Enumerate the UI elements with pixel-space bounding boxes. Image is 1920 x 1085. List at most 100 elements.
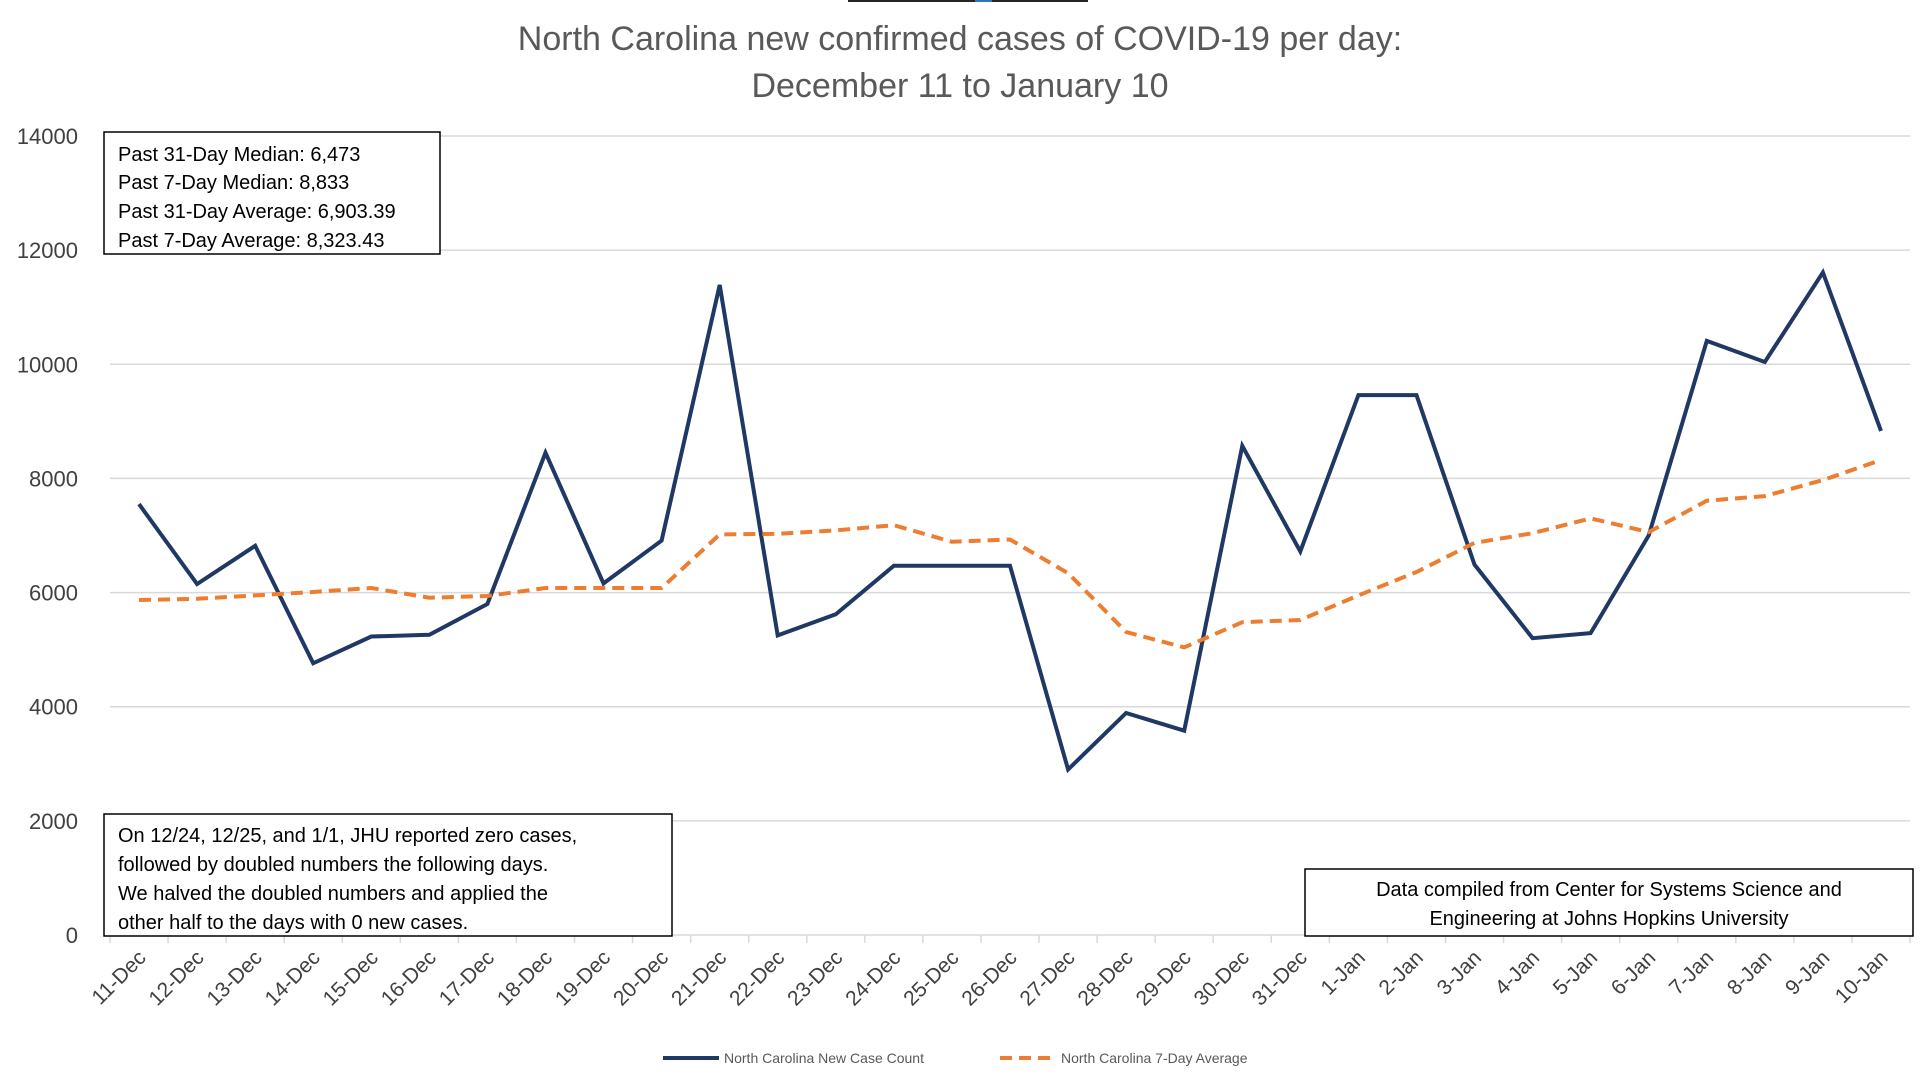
series-1-point — [1589, 516, 1593, 520]
series-0-point — [1298, 549, 1302, 553]
series-line-0 — [137, 267, 1883, 774]
series-layer — [137, 267, 1883, 774]
x-tick-label: 19-Dec — [551, 946, 615, 1010]
series-1-point — [1066, 571, 1070, 575]
series-0-point — [427, 633, 431, 637]
x-tick-label: 13-Dec — [203, 946, 267, 1010]
series-0-point — [1356, 393, 1360, 397]
series-1-point — [1182, 645, 1186, 649]
y-tick-label: 6000 — [29, 581, 78, 606]
series-1-point — [1240, 620, 1244, 624]
series-1-point — [1705, 499, 1709, 503]
y-tick-label: 10000 — [17, 352, 78, 377]
chart-title-line-1: North Carolina new confirmed cases of CO… — [518, 20, 1402, 58]
series-1-point — [1531, 531, 1535, 535]
series-1-point — [602, 586, 606, 590]
x-tick-label: 29-Dec — [1132, 946, 1196, 1010]
y-tick-label: 0 — [66, 923, 78, 948]
series-0-point — [195, 582, 199, 586]
x-tick-label: 12-Dec — [144, 946, 208, 1010]
series-0-point — [660, 539, 664, 543]
series-1-point — [776, 532, 780, 536]
series-0-point — [1531, 636, 1535, 640]
x-tick-label: 3-Jan — [1433, 946, 1486, 999]
series-1-point — [369, 586, 373, 590]
x-tick-label: 18-Dec — [493, 946, 557, 1010]
series-0-point — [369, 635, 373, 639]
series-0-point — [311, 661, 315, 665]
y-tick-label: 4000 — [29, 695, 78, 720]
note-line-2: followed by doubled numbers the followin… — [118, 854, 548, 876]
x-tick-label: 5-Jan — [1549, 946, 1602, 999]
series-1-point — [1473, 541, 1477, 545]
stats-box: Past 31-Day Median: 6,473 Past 7-Day Med… — [103, 131, 441, 255]
y-axis: 0 2000 4000 6000 8000 10000 12000 14000 — [17, 124, 78, 948]
x-tick-label: 1-Jan — [1317, 946, 1370, 999]
series-1-point — [1414, 570, 1418, 574]
series-1-point — [950, 540, 954, 544]
x-tick-label: 21-Dec — [667, 946, 731, 1010]
legend: North Carolina New Case Count North Carol… — [663, 1050, 1248, 1066]
series-0-point — [1879, 429, 1883, 433]
stats-line-4: Past 7-Day Average: 8,323.43 — [118, 230, 384, 252]
series-0-point — [1240, 444, 1244, 448]
series-0-point — [485, 602, 489, 606]
x-tick-label: 30-Dec — [1190, 946, 1254, 1010]
series-1-point — [1763, 494, 1767, 498]
series-1-point — [834, 528, 838, 532]
series-0-point — [892, 564, 896, 568]
stats-line-3: Past 31-Day Average: 6,903.39 — [118, 201, 396, 223]
x-tick-label: 14-Dec — [261, 946, 325, 1010]
series-0-point — [950, 564, 954, 568]
x-tick-label: 27-Dec — [1015, 946, 1079, 1010]
stats-line-2: Past 7-Day Median: 8,833 — [118, 172, 349, 194]
series-1-point — [1124, 630, 1128, 634]
series-0-point — [253, 544, 257, 548]
note-box: On 12/24, 12/25, and 1/1, JHU reported z… — [103, 813, 673, 937]
series-0-point — [718, 283, 722, 287]
source-box: Data compiled from Center for Systems Sc… — [1304, 868, 1914, 937]
series-0-point — [602, 581, 606, 585]
series-0-point — [1473, 563, 1477, 567]
series-1-point — [1356, 593, 1360, 597]
series-0-point — [1066, 767, 1070, 771]
legend-label-0: North Carolina New Case Count — [724, 1050, 924, 1066]
legend-label-1: North Carolina 7-Day Average — [1061, 1050, 1248, 1066]
x-tick-label: 7-Jan — [1665, 946, 1718, 999]
x-tick-label: 26-Dec — [957, 946, 1021, 1010]
note-line-1: On 12/24, 12/25, and 1/1, JHU reported z… — [118, 825, 577, 847]
x-tick-label: 4-Jan — [1491, 946, 1544, 999]
series-0-point — [1124, 711, 1128, 715]
x-tick-label: 25-Dec — [899, 946, 963, 1010]
series-0-point — [543, 451, 547, 455]
x-tick-label: 6-Jan — [1607, 946, 1660, 999]
series-0-point — [1008, 564, 1012, 568]
series-0-point — [1705, 339, 1709, 343]
series-1-point — [1879, 458, 1883, 462]
x-tick-label: 16-Dec — [377, 946, 441, 1010]
x-tick-label: 2-Jan — [1375, 946, 1428, 999]
series-0-point — [776, 633, 780, 637]
series-1-point — [1647, 530, 1651, 534]
series-1-point — [892, 523, 896, 527]
series-1-point — [1298, 618, 1302, 622]
x-tick-label: 31-Dec — [1248, 946, 1312, 1010]
series-1-point — [311, 590, 315, 594]
series-line-1 — [138, 458, 1882, 650]
x-tick-label: 11-Dec — [88, 946, 151, 1009]
source-line-2: Engineering at Johns Hopkins University — [1429, 908, 1788, 930]
x-tick-label: 20-Dec — [609, 946, 673, 1010]
series-1-point — [137, 598, 141, 602]
source-line-1: Data compiled from Center for Systems Sc… — [1376, 879, 1842, 901]
x-tick-label: 10-Jan — [1831, 946, 1893, 1008]
series-1-point — [1821, 478, 1825, 482]
note-line-3: We halved the doubled numbers and applie… — [118, 883, 548, 905]
series-0-point — [137, 502, 141, 506]
chart-title-line-2: December 11 to January 10 — [751, 67, 1168, 105]
series-1-point — [543, 586, 547, 590]
series-1-point — [718, 532, 722, 536]
x-tick-label: 22-Dec — [725, 946, 789, 1010]
x-tick-label: 23-Dec — [783, 946, 847, 1010]
